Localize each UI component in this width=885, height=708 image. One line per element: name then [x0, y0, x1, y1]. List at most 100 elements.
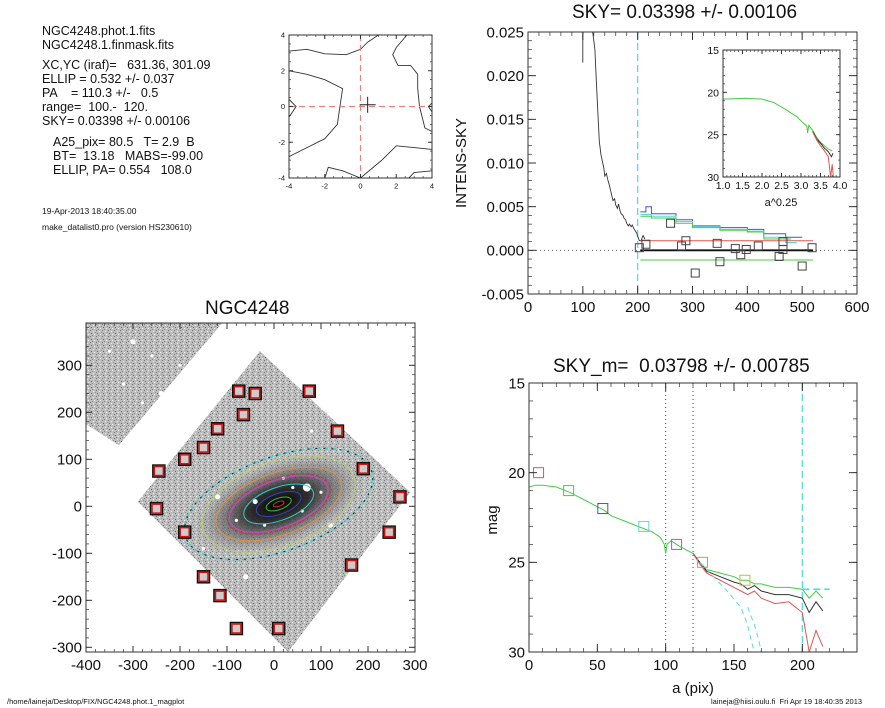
mag-profile-plot: 0 50 100 150 200 15 20 25 30: [508, 375, 858, 674]
sky-sample-square: [666, 218, 676, 228]
inset-xlabel: a^0.25: [765, 197, 798, 209]
sky-sample-square: [681, 236, 691, 246]
x-tick-label: 300: [402, 657, 427, 674]
y-tick-label: 0.005: [486, 199, 524, 216]
sky-box: [271, 621, 286, 636]
y-tick-label: 0.020: [486, 68, 524, 85]
sky-box: [344, 558, 359, 572]
sky-box: [196, 570, 211, 584]
sky-sample-square: [690, 268, 700, 278]
masked-star: [352, 598, 356, 602]
sky-sample-square: [797, 261, 807, 271]
file-name-phot: NGC4248.phot.1.fits: [42, 24, 156, 38]
y-tick-label: 2: [281, 66, 285, 75]
mag-series-green: [529, 484, 824, 599]
x-tick-label: 200: [790, 657, 815, 674]
contour-line: [289, 70, 344, 158]
sky-box-outer: [152, 464, 166, 478]
galaxy-image-title: NGC4248: [205, 298, 290, 319]
inset-x-tick-label: 3.5: [813, 180, 828, 192]
sky-box-outer: [382, 525, 396, 539]
sky-sample-square: [736, 250, 746, 260]
y-tick-label: 100: [57, 452, 82, 469]
contour-line: [392, 35, 432, 132]
sky-sample-square: [634, 243, 644, 253]
masked-star: [158, 391, 164, 396]
isophote-ellipse-outer: [184, 447, 374, 561]
sky-box-inner: [273, 623, 284, 634]
inset-x-tick-label: 1.0: [716, 180, 731, 192]
y-tick-label: -4: [278, 174, 285, 183]
inset-y-tick-label: 20: [707, 87, 719, 99]
inset-x-tick-label: 4.0: [833, 180, 848, 192]
file-name-mask: NGC4248.1.finmask.fits: [42, 38, 174, 52]
x-tick-label: 100: [308, 657, 333, 674]
x-tick-label: 0: [270, 657, 278, 674]
inset-frame: [722, 49, 841, 178]
masked-star: [327, 522, 333, 528]
x-tick-label: 0: [358, 182, 362, 191]
param-sky: SKY= 0.03398 +/- 0.00106: [42, 114, 191, 128]
x-tick-label: -300: [118, 657, 148, 674]
contour-line: [408, 170, 432, 178]
sky-plot-frame: [527, 31, 858, 295]
image-area: [86, 323, 411, 652]
sky-box-inner: [153, 465, 165, 477]
sky-box-inner: [198, 442, 209, 453]
y-tick-label: 25: [508, 555, 525, 572]
step-series-green-step: [640, 215, 792, 240]
sky-box-inner: [151, 503, 162, 514]
x-tick-label: 500: [790, 299, 815, 316]
sky-sample-square: [778, 237, 788, 247]
sky-box: [177, 452, 192, 467]
y-tick-label: 0: [74, 499, 82, 516]
sky-box-outer: [330, 424, 345, 438]
y-tick-label: 0.000: [486, 243, 524, 260]
inset-x-tick-label: 1.5: [735, 180, 750, 192]
sky-box: [302, 384, 316, 398]
x-tick-label: 200: [355, 657, 380, 674]
sky-box-outer: [213, 588, 227, 603]
inset-mag-plot: 1.0 1.5 2.0 2.5 3.0 3.5 4.0 15 20 25 30: [707, 45, 847, 192]
masked-star: [215, 494, 221, 500]
sky-box-inner: [394, 491, 406, 503]
sky-box-outer: [177, 452, 192, 467]
sky-box-inner: [358, 463, 369, 474]
image-strip-upper: [86, 323, 223, 446]
masked-star: [140, 401, 144, 405]
sky-box: [236, 407, 251, 422]
param-ellip: ELLIP = 0.532 +/- 0.037: [42, 72, 175, 86]
masked-star: [310, 429, 314, 433]
y-tick-label: 0.025: [486, 24, 524, 41]
contour-line: [360, 145, 432, 178]
y-tick-label: -0.005: [481, 286, 524, 303]
sky-sample-square: [807, 243, 817, 253]
sky-box-inner: [304, 385, 315, 397]
sky-box-outer: [232, 384, 246, 398]
sky-sample-square: [741, 244, 751, 254]
sky-box: [232, 384, 246, 398]
masked-star: [243, 574, 249, 580]
mag-series-red: [692, 553, 824, 652]
x-tick-label: 300: [680, 299, 705, 316]
masked-star: [122, 382, 126, 386]
masked-star: [319, 490, 323, 494]
derived-bt: BT= 13.18 MABS=-99.00: [53, 149, 204, 163]
sky-box-outer: [302, 384, 316, 398]
y-tick-label: 4: [281, 31, 285, 40]
mag-marker-square: [671, 538, 683, 550]
sky-box: [393, 490, 407, 504]
mag-marker-square: [697, 556, 709, 568]
inset-series-red: [812, 131, 834, 177]
contour-line: [289, 35, 379, 56]
y-tick-label: -200: [52, 593, 82, 610]
footer-user-time: laineja@hiisi.oulu.fi Fri Apr 19 18:40:3…: [711, 697, 863, 706]
sky-box-outer: [393, 490, 407, 504]
masked-star: [150, 354, 154, 358]
sky-box-outer: [356, 461, 371, 476]
sky-box-outer: [248, 386, 262, 401]
y-tick-label: -100: [52, 546, 82, 563]
isophote-ellipse: [215, 466, 342, 542]
sky-box-outer: [344, 558, 359, 572]
